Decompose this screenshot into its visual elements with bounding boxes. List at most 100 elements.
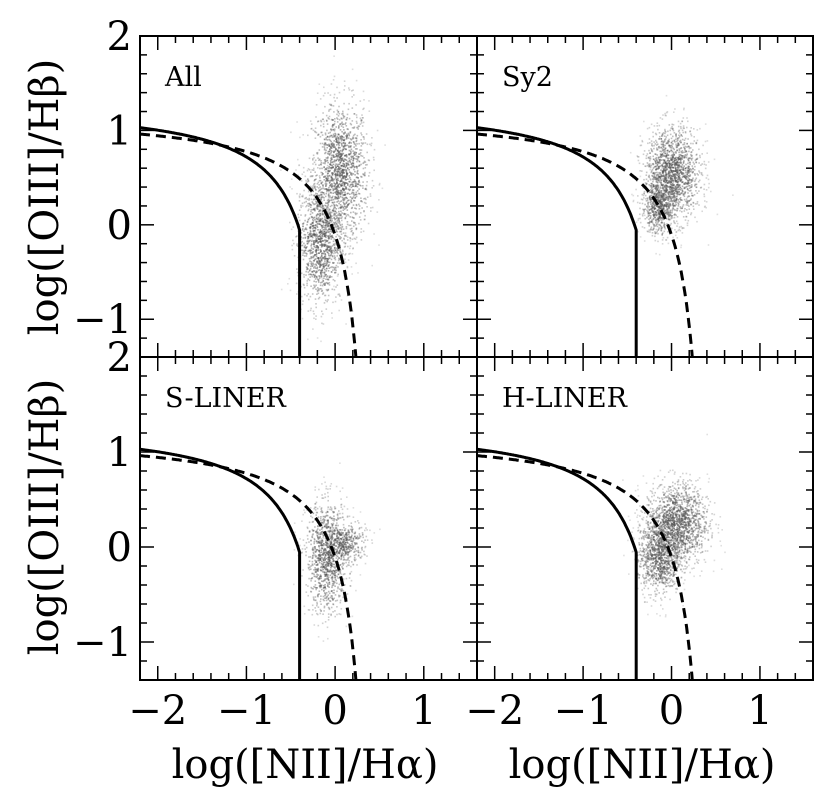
scatter-point — [688, 195, 691, 198]
scatter-point — [331, 211, 333, 214]
scatter-point — [319, 261, 321, 263]
scatter-point — [336, 548, 338, 551]
scatter-point — [320, 196, 323, 198]
scatter-point — [663, 155, 666, 157]
scatter-point — [336, 117, 338, 119]
scatter-point — [308, 205, 310, 207]
scatter-point — [324, 496, 327, 499]
scatter-point — [335, 212, 338, 214]
scatter-point — [663, 204, 666, 206]
scatter-point — [696, 157, 699, 160]
scatter-point — [663, 160, 666, 162]
scatter-point — [676, 146, 678, 149]
scatter-point — [323, 592, 326, 594]
scatter-point — [309, 267, 312, 270]
scatter-point — [309, 225, 312, 228]
scatter-point — [309, 120, 312, 122]
scatter-point — [319, 167, 321, 170]
scatter-point — [667, 205, 670, 207]
scatter-point — [328, 246, 330, 248]
scatter-point — [331, 236, 333, 238]
scatter-point — [355, 195, 358, 198]
scatter-point — [342, 115, 345, 118]
scatter-point — [287, 283, 289, 285]
scatter-point — [677, 229, 680, 232]
scatter-point — [656, 143, 659, 145]
scatter-point — [675, 152, 677, 154]
scatter-point — [669, 214, 671, 216]
scatter-point — [308, 279, 311, 282]
scatter-point — [668, 194, 670, 196]
scatter-point — [672, 183, 675, 186]
scatter-point — [682, 162, 685, 164]
scatter-point — [328, 189, 331, 192]
scatter-point — [654, 207, 657, 210]
scatter-point — [319, 135, 322, 138]
scatter-point — [342, 112, 344, 115]
scatter-point — [332, 581, 335, 583]
scatter-point — [356, 176, 358, 178]
scatter-point — [662, 183, 665, 186]
scatter-point — [647, 163, 649, 165]
scatter-point — [687, 177, 690, 179]
scatter-point — [314, 246, 317, 249]
scatter-point — [346, 133, 348, 136]
scatter-point — [341, 136, 344, 138]
scatter-point — [329, 189, 331, 191]
scatter-point — [650, 228, 653, 231]
scatter-point — [355, 137, 358, 139]
scatter-point — [684, 200, 687, 203]
scatter-point — [684, 151, 686, 153]
scatter-point — [328, 210, 330, 212]
scatter-point — [672, 147, 675, 150]
scatter-point — [342, 523, 345, 526]
scatter-point — [327, 189, 329, 191]
scatter-point — [670, 198, 672, 201]
scatter-point — [649, 189, 652, 191]
scatter-point — [334, 218, 337, 220]
panel-sy2: Sy2 — [476, 35, 814, 358]
scatter-point — [343, 182, 346, 185]
scatter-point — [652, 172, 654, 175]
scatter-point — [648, 164, 650, 166]
scatter-point — [342, 177, 345, 180]
scatter-point — [659, 177, 662, 180]
scatter-point — [317, 269, 320, 272]
scatter-point — [326, 179, 328, 181]
scatter-point — [671, 191, 674, 193]
scatter-point — [332, 124, 334, 126]
scatter-point — [685, 181, 687, 184]
scatter-point — [688, 205, 690, 207]
scatter-point — [669, 145, 672, 147]
scatter-point — [296, 121, 298, 123]
scatter-point — [329, 276, 331, 278]
scatter-point — [641, 193, 644, 196]
scatter-point — [311, 233, 313, 235]
scatter-point — [673, 204, 676, 207]
scatter-point — [665, 168, 667, 170]
scatter-point — [317, 567, 320, 570]
scatter-point — [341, 177, 344, 180]
scatter-point — [346, 174, 348, 177]
scatter-point — [660, 217, 663, 219]
scatter-point — [703, 206, 706, 208]
scatter-point — [314, 285, 316, 288]
scatter-point — [325, 157, 328, 159]
panel-plot-area — [140, 55, 386, 357]
scatter-point — [339, 248, 341, 251]
scatter-point — [318, 179, 321, 182]
scatter-point — [360, 139, 362, 141]
scatter-point — [306, 280, 308, 282]
scatter-point — [677, 191, 679, 194]
scatter-point — [665, 212, 667, 215]
scatter-point — [641, 213, 644, 215]
scatter-point — [651, 234, 654, 237]
scatter-point — [318, 537, 320, 540]
scatter-point — [315, 192, 317, 195]
scatter-point — [343, 212, 345, 215]
scatter-point — [664, 212, 667, 214]
scatter-point — [684, 176, 686, 179]
scatter-point — [672, 166, 675, 169]
scatter-point — [347, 108, 350, 111]
scatter-point — [352, 211, 355, 213]
